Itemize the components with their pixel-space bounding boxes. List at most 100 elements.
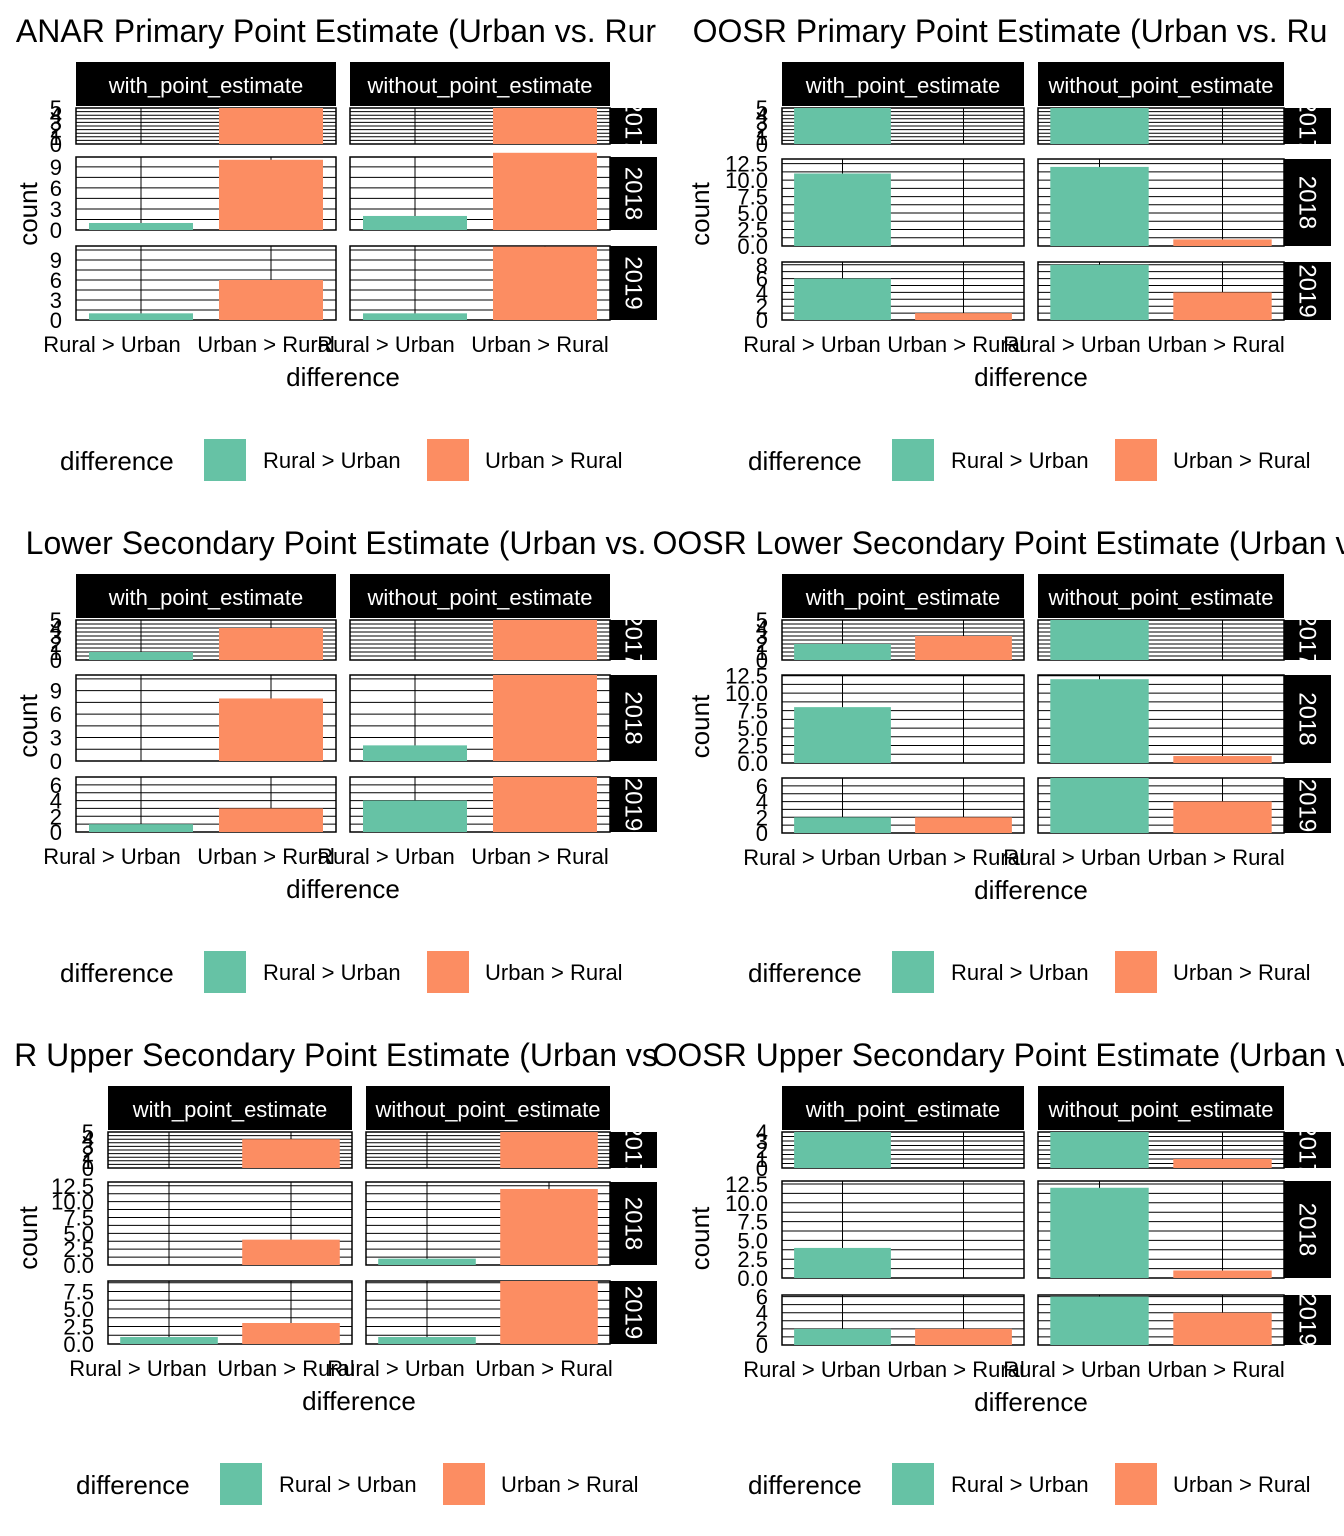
legend-label-rural: Rural > Urban [951, 1472, 1089, 1497]
x-tick-label: Urban > Rural [887, 332, 1025, 357]
y-axis-title: count [685, 694, 715, 758]
legend-swatch-urban [427, 951, 469, 993]
legend-title: difference [76, 1470, 190, 1500]
y-tick-label: 4 [82, 1127, 94, 1152]
legend-label-urban: Urban > Rural [485, 960, 623, 985]
y-tick-label: 2 [756, 1138, 768, 1163]
facet-row-label: 2018 [620, 691, 647, 744]
y-tick-label: 3 [756, 1129, 768, 1154]
y-tick-label: 4 [50, 103, 62, 128]
chart-2: OOSR Primary Point Estimate (Urban vs. R… [685, 13, 1331, 481]
bar [915, 1328, 1012, 1345]
y-tick-label: 0 [50, 820, 62, 845]
bar [363, 800, 467, 832]
y-tick-label: 5.0 [737, 201, 768, 226]
chart-5: R Upper Secondary Point Estimate (Urban … [13, 1037, 658, 1505]
y-tick-label: 2 [50, 804, 62, 829]
y-tick-label: 0 [50, 308, 62, 333]
x-axis-title: difference [974, 362, 1088, 392]
y-tick-label: 0 [50, 749, 62, 774]
x-axis-title: difference [286, 362, 400, 392]
x-tick-label: Urban > Rural [1147, 332, 1285, 357]
y-tick-label: 0 [50, 218, 62, 243]
x-axis-title: difference [974, 1387, 1088, 1417]
y-tick-label: 0 [756, 308, 768, 333]
facet-strip-row [610, 1132, 657, 1168]
y-tick-label: 4 [756, 790, 768, 815]
y-tick-label: 5.0 [63, 1297, 94, 1322]
bar [1050, 679, 1149, 763]
bar [378, 1258, 476, 1265]
facet-row-label: 2019 [1294, 264, 1321, 317]
x-tick-label: Urban > Rural [471, 332, 609, 357]
facet-strip-row [610, 157, 657, 230]
x-tick-label: Urban > Rural [475, 1356, 613, 1381]
y-tick-label: 2.5 [737, 218, 768, 243]
chart-title: OOSR Upper Secondary Point Estimate (Urb… [653, 1037, 1344, 1073]
facet-col-label: without_point_estimate [366, 73, 592, 98]
bar [1050, 1296, 1149, 1345]
bar [493, 675, 597, 761]
bar [794, 1132, 891, 1168]
y-tick-label: 4 [756, 1301, 768, 1326]
y-tick-label: 6 [50, 702, 62, 727]
legend: difference Rural > Urban Urban > Rural [76, 1463, 639, 1505]
y-tick-label: 10.0 [725, 681, 768, 706]
y-tick-label: 2 [756, 632, 768, 657]
y-tick-label: 2.5 [737, 1247, 768, 1272]
y-tick-label: 1 [756, 1147, 768, 1172]
facet-strip-row [610, 675, 657, 761]
facet-strip-row [1284, 1132, 1331, 1168]
y-tick-label: 4 [756, 616, 768, 641]
y-tick-label: 0 [50, 648, 62, 673]
y-tick-label: 9 [50, 679, 62, 704]
bar [1050, 1187, 1149, 1278]
legend-swatch-rural [204, 439, 246, 481]
legend-label-rural: Rural > Urban [951, 448, 1089, 473]
x-tick-label: Urban > Rural [887, 1357, 1025, 1382]
bar [363, 745, 467, 761]
legend-title: difference [748, 958, 862, 988]
y-tick-label: 5 [50, 608, 62, 633]
legend-label-urban: Urban > Rural [1173, 960, 1311, 985]
legend-label-urban: Urban > Rural [501, 1472, 639, 1497]
bar [493, 620, 597, 660]
x-tick-label: Rural > Urban [327, 1356, 465, 1381]
facet-row-label: 2017 [620, 1123, 647, 1176]
legend-swatch-urban [427, 439, 469, 481]
bar [500, 1281, 598, 1344]
x-tick-label: Urban > Rural [471, 844, 609, 869]
bar [242, 1139, 340, 1168]
bar [1050, 620, 1149, 660]
bar [219, 698, 323, 761]
facet-col-label: without_point_estimate [1047, 73, 1273, 98]
facet-strip-row [1284, 262, 1331, 320]
bar [1173, 1159, 1272, 1168]
y-tick-label: 7.5 [63, 1280, 94, 1305]
x-tick-label: Rural > Urban [1003, 845, 1141, 870]
facet-col-label: with_point_estimate [805, 73, 1000, 98]
facet-col-label: without_point_estimate [374, 1097, 600, 1122]
y-tick-label: 2 [50, 118, 62, 143]
facet-row-label: 2019 [620, 256, 647, 309]
y-tick-label: 0 [82, 1156, 94, 1181]
y-tick-label: 12.5 [725, 1172, 768, 1197]
bar [1050, 778, 1149, 833]
x-tick-label: Rural > Urban [1003, 332, 1141, 357]
bar [89, 313, 193, 320]
y-axis-title: count [13, 1205, 43, 1269]
y-tick-label: 2 [756, 1317, 768, 1342]
x-tick-label: Rural > Urban [743, 332, 881, 357]
legend-swatch-rural [892, 951, 934, 993]
facet-strip-col [350, 574, 610, 618]
y-tick-label: 10.0 [51, 1190, 94, 1215]
facet-row-label: 2017 [620, 99, 647, 152]
facet-strip-col [76, 574, 336, 618]
bar [219, 808, 323, 832]
y-tick-label: 2 [756, 294, 768, 319]
y-tick-label: 2.5 [63, 1315, 94, 1340]
bar [1173, 801, 1272, 833]
bar [794, 278, 891, 320]
facet-strip-row [1284, 620, 1331, 660]
y-tick-label: 12.5 [725, 664, 768, 689]
